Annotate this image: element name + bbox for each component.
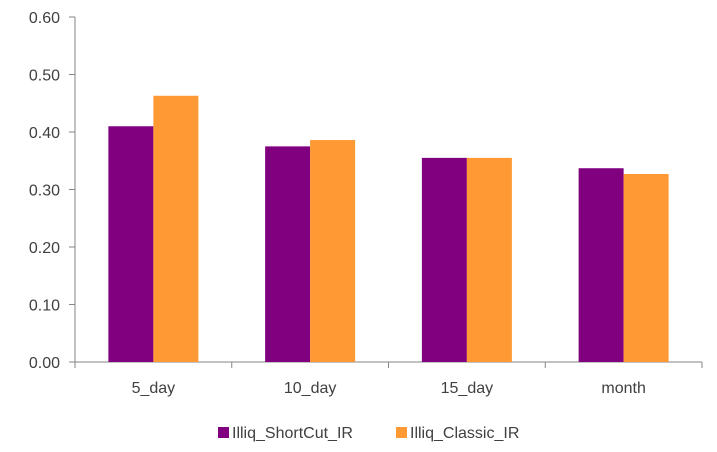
y-tick-label: 0.30 (29, 183, 60, 200)
bar-5_day-Illiq_ShortCut_IR (108, 126, 154, 362)
x-axis: 5_day 10_day 15_day month (74, 361, 703, 397)
y-tick-label: 0.40 (29, 125, 60, 142)
bar-10_day-Illiq_Classic_IR (310, 140, 356, 362)
legend: Illiq_ShortCut_IR Illiq_Classic_IR (218, 425, 519, 442)
bar-month-Illiq_ShortCut_IR (578, 168, 624, 362)
x-tick-label: 5_day (132, 380, 176, 397)
legend-label: Illiq_Classic_IR (410, 425, 519, 442)
bar-10_day-Illiq_ShortCut_IR (265, 146, 311, 362)
y-tick-label: 0.50 (29, 68, 60, 85)
bar-month-Illiq_Classic_IR (623, 173, 669, 362)
x-tick-label: month (601, 380, 645, 397)
y-axis: 0.00 0.10 0.20 0.30 0.40 0.50 0.60 (29, 10, 76, 372)
bars (108, 95, 669, 363)
legend-swatch (218, 427, 229, 438)
legend-swatch (396, 427, 407, 438)
bar-15_day-Illiq_Classic_IR (466, 157, 512, 362)
legend-label: Illiq_ShortCut_IR (232, 425, 353, 442)
y-tick-label: 0.60 (29, 10, 60, 27)
x-tick-label: 10_day (284, 380, 337, 397)
x-tick-label: 15_day (441, 380, 494, 397)
bar-5_day-Illiq_Classic_IR (153, 95, 199, 363)
y-tick-label: 0.00 (29, 355, 60, 372)
y-tick-label: 0.10 (29, 298, 60, 315)
y-tick-label: 0.20 (29, 240, 60, 257)
bar-15_day-Illiq_ShortCut_IR (421, 157, 467, 362)
